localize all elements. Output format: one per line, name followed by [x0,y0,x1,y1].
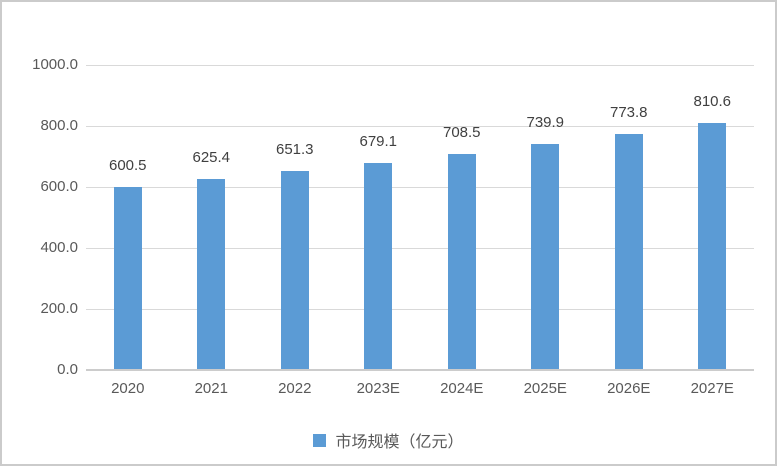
data-label: 679.1 [359,132,398,150]
y-tick-label: 200.0 [40,300,78,317]
bar-2027E [698,122,727,370]
data-label: 810.6 [693,92,732,110]
x-tick-label: 2021 [194,380,228,397]
bar-2020 [113,186,142,370]
data-label: 625.4 [192,149,231,167]
legend-swatch-icon [313,433,327,447]
legend-label: 市场规模（亿元） [335,434,464,451]
data-label: 773.8 [609,104,648,121]
x-tick-label: 2023E [356,380,400,397]
data-label: 600.5 [108,156,147,174]
gridline [86,247,754,249]
bar-2024E [447,153,476,370]
bar-2022 [280,171,309,370]
y-tick-label: 0.0 [57,361,78,378]
x-tick-label: 2020 [111,380,145,397]
bar-2021 [197,179,226,370]
data-label: 739.9 [526,114,565,132]
y-tick-label: 1000.0 [32,56,78,73]
plot-area: 600.5 625.4 651.3 679.1 708.5 739.9 773.8 810.6 [86,64,754,371]
gridline [86,186,754,188]
y-tick-label: 800.0 [40,117,78,134]
data-label: 708.5 [442,123,481,141]
bar-2025E [531,144,560,370]
x-tick-label: 2025E [523,380,567,397]
y-tick-label: 400.0 [40,239,78,256]
x-tick-label: 2027E [690,380,734,397]
x-tick-label: 2024E [440,380,484,397]
gridline [86,64,754,66]
gridline [86,125,754,127]
x-axis-line [86,369,754,371]
x-tick-label: 2022 [278,380,312,397]
bar-2023E [364,162,393,370]
bar-2026E [614,134,643,370]
data-label: 651.3 [275,141,314,159]
legend: 市场规模（亿元） [2,428,775,452]
x-tick-label: 2026E [607,380,651,397]
y-tick-label: 600.0 [40,178,78,195]
gridline [86,308,754,310]
